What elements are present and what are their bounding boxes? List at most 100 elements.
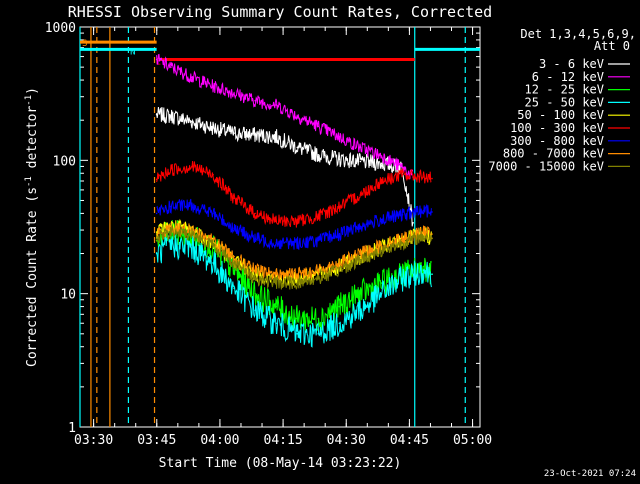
series-point-7000-15000-kev (170, 231, 172, 233)
series-point-3-6-kev (317, 154, 320, 156)
series-7000-15000-kev (155, 225, 433, 290)
legend-label-7000-15000-kev: 7000 - 15000 keV (488, 159, 604, 173)
x-tick-label: 04:00 (200, 433, 239, 448)
legend-label-300-800-kev: 300 - 800 keV (510, 134, 604, 148)
series-point-3-6-kev (155, 113, 158, 116)
series-point-12-25-kev (275, 305, 278, 308)
series-point-6-12-kev (233, 92, 235, 94)
series-point-3-6-kev (359, 160, 362, 163)
series-point-25-50-kev (254, 309, 256, 312)
legend-header-attenuator: Att 0 (594, 39, 630, 53)
y-tick-label: 100 (53, 154, 76, 169)
series-point-25-50-kev (275, 322, 278, 325)
series-point-300-800-kev (170, 205, 172, 208)
series-point-25-50-kev (233, 287, 235, 289)
series-point-100-300-kev (317, 215, 320, 218)
series-point-7000-15000-kev (338, 269, 341, 271)
series-point-6-12-kev (254, 99, 256, 102)
series-point-3-6-kev (233, 132, 235, 134)
series-point-6-12-kev (401, 166, 404, 169)
x-tick-label: 03:45 (137, 433, 176, 448)
y-tick-label: 1000 (45, 21, 76, 36)
series-point-7000-15000-kev (431, 237, 433, 240)
legend-label-3-6-kev: 3 - 6 keV (539, 57, 604, 71)
series-point-7000-15000-kev (359, 258, 362, 261)
series-point-25-50-kev (431, 273, 433, 275)
series-point-3-6-kev (296, 146, 299, 149)
series-point-7000-15000-kev (254, 277, 256, 280)
series-point-6-12-kev (380, 155, 383, 157)
series-line-300-800-kev (156, 198, 432, 251)
series-point-7000-15000-kev (155, 237, 158, 240)
series-point-300-800-kev (233, 227, 235, 229)
series-point-100-300-kev (431, 177, 433, 180)
plot-frame (79, 26, 481, 428)
series-point-300-800-kev (359, 225, 362, 228)
series-line-3-6-kev (156, 107, 414, 227)
series-point-12-25-kev (359, 292, 362, 295)
series-point-6-12-kev (170, 66, 172, 68)
footer-timestamp: 23-Oct-2021 07:24 (544, 469, 636, 479)
series-point-6-12-kev (191, 76, 193, 79)
legend-label-100-300-kev: 100 - 300 keV (510, 121, 604, 135)
series-point-100-300-kev (422, 176, 425, 178)
series-point-3-6-kev (191, 120, 193, 123)
series-point-3-6-kev (338, 158, 341, 160)
series-point-800-7000-kev (359, 252, 362, 255)
series-point-7000-15000-kev (422, 235, 425, 237)
series-point-100-300-kev (254, 212, 256, 215)
y-tick-label: 1 (68, 421, 76, 436)
x-axis-label: Start Time (08-May-14 03:23:22) (159, 456, 402, 471)
plot-area: SNE (79, 26, 481, 428)
x-tick-label: 03:30 (74, 433, 113, 448)
series-point-800-7000-kev (338, 262, 341, 264)
series-300-800-kev (155, 198, 433, 251)
series-line-100-300-kev (156, 160, 432, 228)
series-point-3-6-kev (212, 127, 214, 129)
series-point-25-50-kev (401, 277, 404, 280)
series-point-12-25-kev (233, 269, 235, 271)
series-point-7000-15000-kev (212, 244, 214, 247)
series-point-12-25-kev (254, 292, 256, 295)
series-point-800-7000-kev (401, 237, 404, 240)
series-point-800-7000-kev (275, 273, 278, 275)
series-point-800-7000-kev (254, 269, 256, 271)
series-point-100-300-kev (170, 168, 172, 171)
x-tick-label: 05:00 (453, 433, 492, 448)
legend-header-detectors: Det 1,3,4,5,6,9, (520, 27, 636, 41)
series-point-12-25-kev (296, 317, 299, 320)
series-point-300-800-kev (191, 204, 193, 207)
series-point-300-800-kev (275, 242, 278, 244)
series-point-7000-15000-kev (401, 242, 404, 244)
series-point-300-800-kev (212, 212, 214, 215)
series-point-100-300-kev (233, 197, 235, 199)
legend-label-6-12-kev: 6 - 12 keV (532, 70, 604, 84)
series-line-25-50-kev (156, 234, 432, 348)
series-point-25-50-kev (422, 269, 425, 271)
x-tick-label: 04:45 (390, 433, 429, 448)
series-point-300-800-kev (296, 242, 299, 244)
legend-label-12-25-kev: 12 - 25 keV (525, 83, 604, 97)
chart-title: RHESSI Observing Summary Count Rates, Co… (68, 3, 492, 21)
series-point-800-7000-kev (155, 233, 158, 235)
series-point-300-800-kev (422, 209, 425, 212)
series-point-100-300-kev (359, 194, 362, 196)
series-point-100-300-kev (212, 173, 214, 176)
series-point-6-12-kev (338, 136, 341, 138)
series-point-800-7000-kev (431, 233, 433, 235)
series-point-800-7000-kev (422, 231, 425, 233)
series-point-25-50-kev (359, 309, 362, 312)
series-point-100-300-kev (275, 220, 278, 222)
series-point-25-50-kev (170, 244, 172, 247)
series-point-7000-15000-kev (380, 249, 383, 252)
series-point-300-800-kev (401, 214, 404, 216)
series-point-100-300-kev (191, 165, 193, 168)
series-point-6-12-kev (275, 104, 278, 106)
series-point-12-25-kev (380, 282, 383, 284)
series-100-300-kev (155, 160, 433, 228)
legend-label-50-100-kev: 50 - 100 keV (517, 108, 604, 122)
flag-label-n: N (130, 47, 135, 57)
